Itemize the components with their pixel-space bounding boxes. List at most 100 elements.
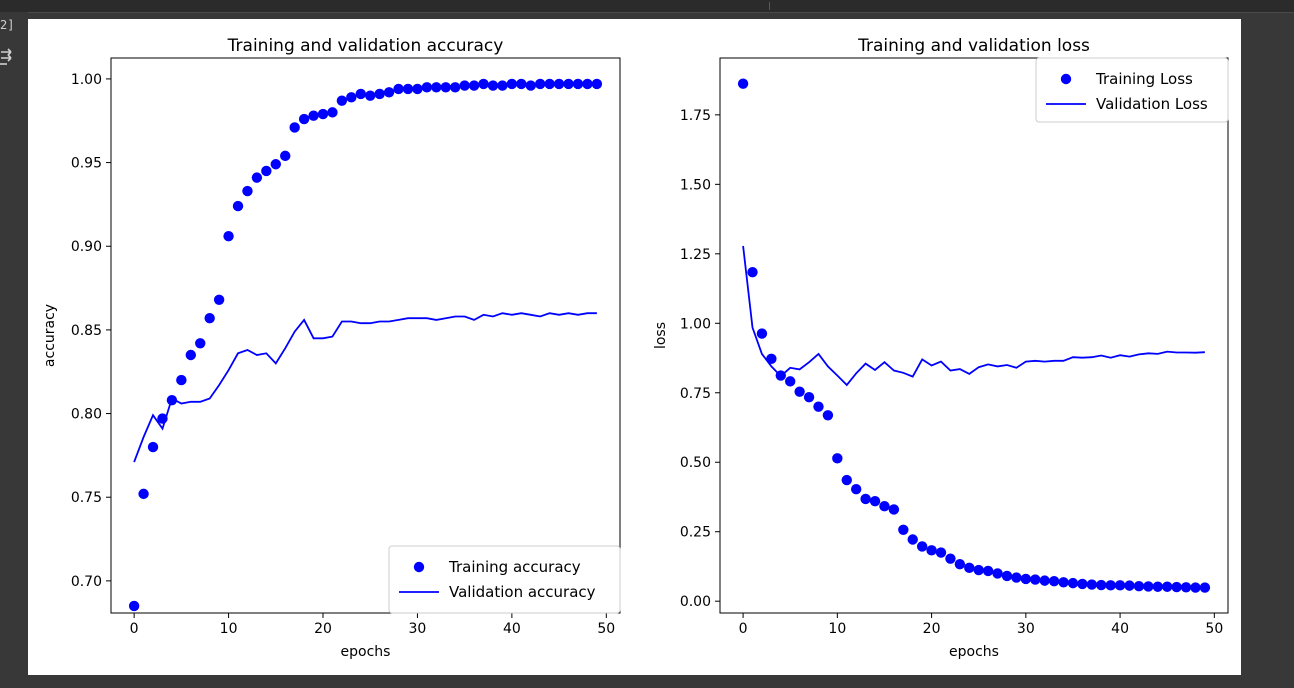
data-point-training [747,266,758,278]
toolbar-divider [769,2,770,10]
data-point-training [204,312,215,324]
data-point-training [138,488,149,500]
series-line-validation [742,245,1205,387]
data-point-training [1058,577,1069,588]
y-tick-label: 0.80 [71,407,102,423]
x-tick-label: 30 [1017,621,1035,637]
x-tick-label: 20 [923,621,941,637]
chart-panel-2: Training and validation loss 0 10 20 30 40 50 0… [653,36,1229,660]
data-point-training [393,83,404,95]
data-point-training [242,185,253,197]
y-tick-label: 0.50 [680,455,711,471]
y-tick-label: 1.00 [71,72,102,88]
data-point-training [270,159,281,170]
y-tick-label: 0.70 [71,574,102,590]
data-point-training [431,82,442,93]
data-point-training [223,230,234,242]
data-point-training [308,110,319,121]
legend: Training Loss Validation Loss [1035,57,1229,123]
data-point-training [973,564,984,576]
data-point-training [355,88,366,100]
data-point-training [841,474,852,486]
y-tick-label: 0.75 [680,386,711,402]
data-point-training [954,559,966,570]
data-point-training [1030,574,1041,585]
data-point-training [916,541,928,552]
x-tick-label: 0 [739,621,748,637]
data-point-training [195,338,206,349]
data-point-training [327,107,338,118]
data-point-training [232,200,244,212]
data-point-training [147,441,159,453]
data-point-training [935,547,947,558]
x-axis-label: epochs [341,644,391,660]
x-tick-label: 50 [597,621,615,637]
x-tick-label: 30 [409,621,427,637]
x-axis-label: epochs [949,644,999,660]
chart-title: Training and validation accuracy [227,36,504,56]
output-toggle-icon[interactable] [0,48,16,68]
data-point-training [794,386,805,397]
data-point-training [459,80,470,91]
data-point-training [572,78,584,90]
y-tick-label: 0.75 [71,490,102,506]
data-point-training [365,90,376,101]
data-point-training [176,374,187,386]
y-tick-label: 1.25 [680,247,711,263]
y-tick-label: 0.85 [71,323,102,339]
data-point-training [1067,577,1079,589]
data-point-training [544,78,555,90]
legend-box [388,545,621,614]
y-tick-label: 1.00 [680,316,711,332]
data-point-training [402,83,414,95]
cell-gutter [0,12,28,688]
data-point-training [907,534,918,545]
data-point-training [535,78,546,90]
y-tick-label: 0.00 [680,594,711,610]
data-point-training [756,328,768,339]
x-tick-label: 0 [130,621,139,637]
data-point-training [440,82,451,93]
data-point-training [1086,579,1098,590]
data-point-training [1190,582,1201,593]
figure-output: Training and validation accuracy 0 10 20 30 4… [28,19,1241,675]
data-point-training [317,108,329,120]
data-point-training [785,376,796,387]
y-tick-label: 0.25 [680,525,711,541]
x-tick-label: 20 [314,621,332,637]
y-tick-label: 1.75 [680,108,711,124]
chart-panel-1: Training and validation accuracy 0 10 20 30 4… [42,36,621,660]
data-point-training [869,495,881,507]
cell-execution-count: 2] [0,18,15,32]
series-line-validation [133,312,597,463]
legend-box [1035,57,1229,123]
data-point-training [1124,580,1135,591]
data-point-training [1039,575,1050,586]
x-tick-label: 40 [503,621,521,637]
x-tick-label: 10 [828,621,846,637]
data-point-training [289,122,300,133]
plot-frame [719,57,1229,614]
data-point-training [1020,573,1032,585]
data-point-training [450,82,461,93]
data-point-training [1114,580,1126,591]
data-point-training [803,392,815,403]
chart-title: Training and validation loss [857,36,1090,56]
data-point-training [1143,581,1154,592]
x-tick-label: 40 [1111,621,1129,637]
data-point-training [945,553,956,564]
data-point-training [860,493,871,505]
data-point-training [850,483,862,495]
data-point-training [487,80,499,91]
plot-frame [110,57,621,614]
data-point-training [336,95,348,106]
data-point-training [383,87,395,98]
data-point-training [1171,581,1182,593]
x-tick-label: 10 [220,621,238,637]
data-point-training [280,150,291,162]
data-point-training [261,165,272,177]
data-point-training [553,78,565,90]
data-point-training [478,78,489,90]
data-point-training [421,82,433,93]
data-point-training [1105,580,1116,591]
